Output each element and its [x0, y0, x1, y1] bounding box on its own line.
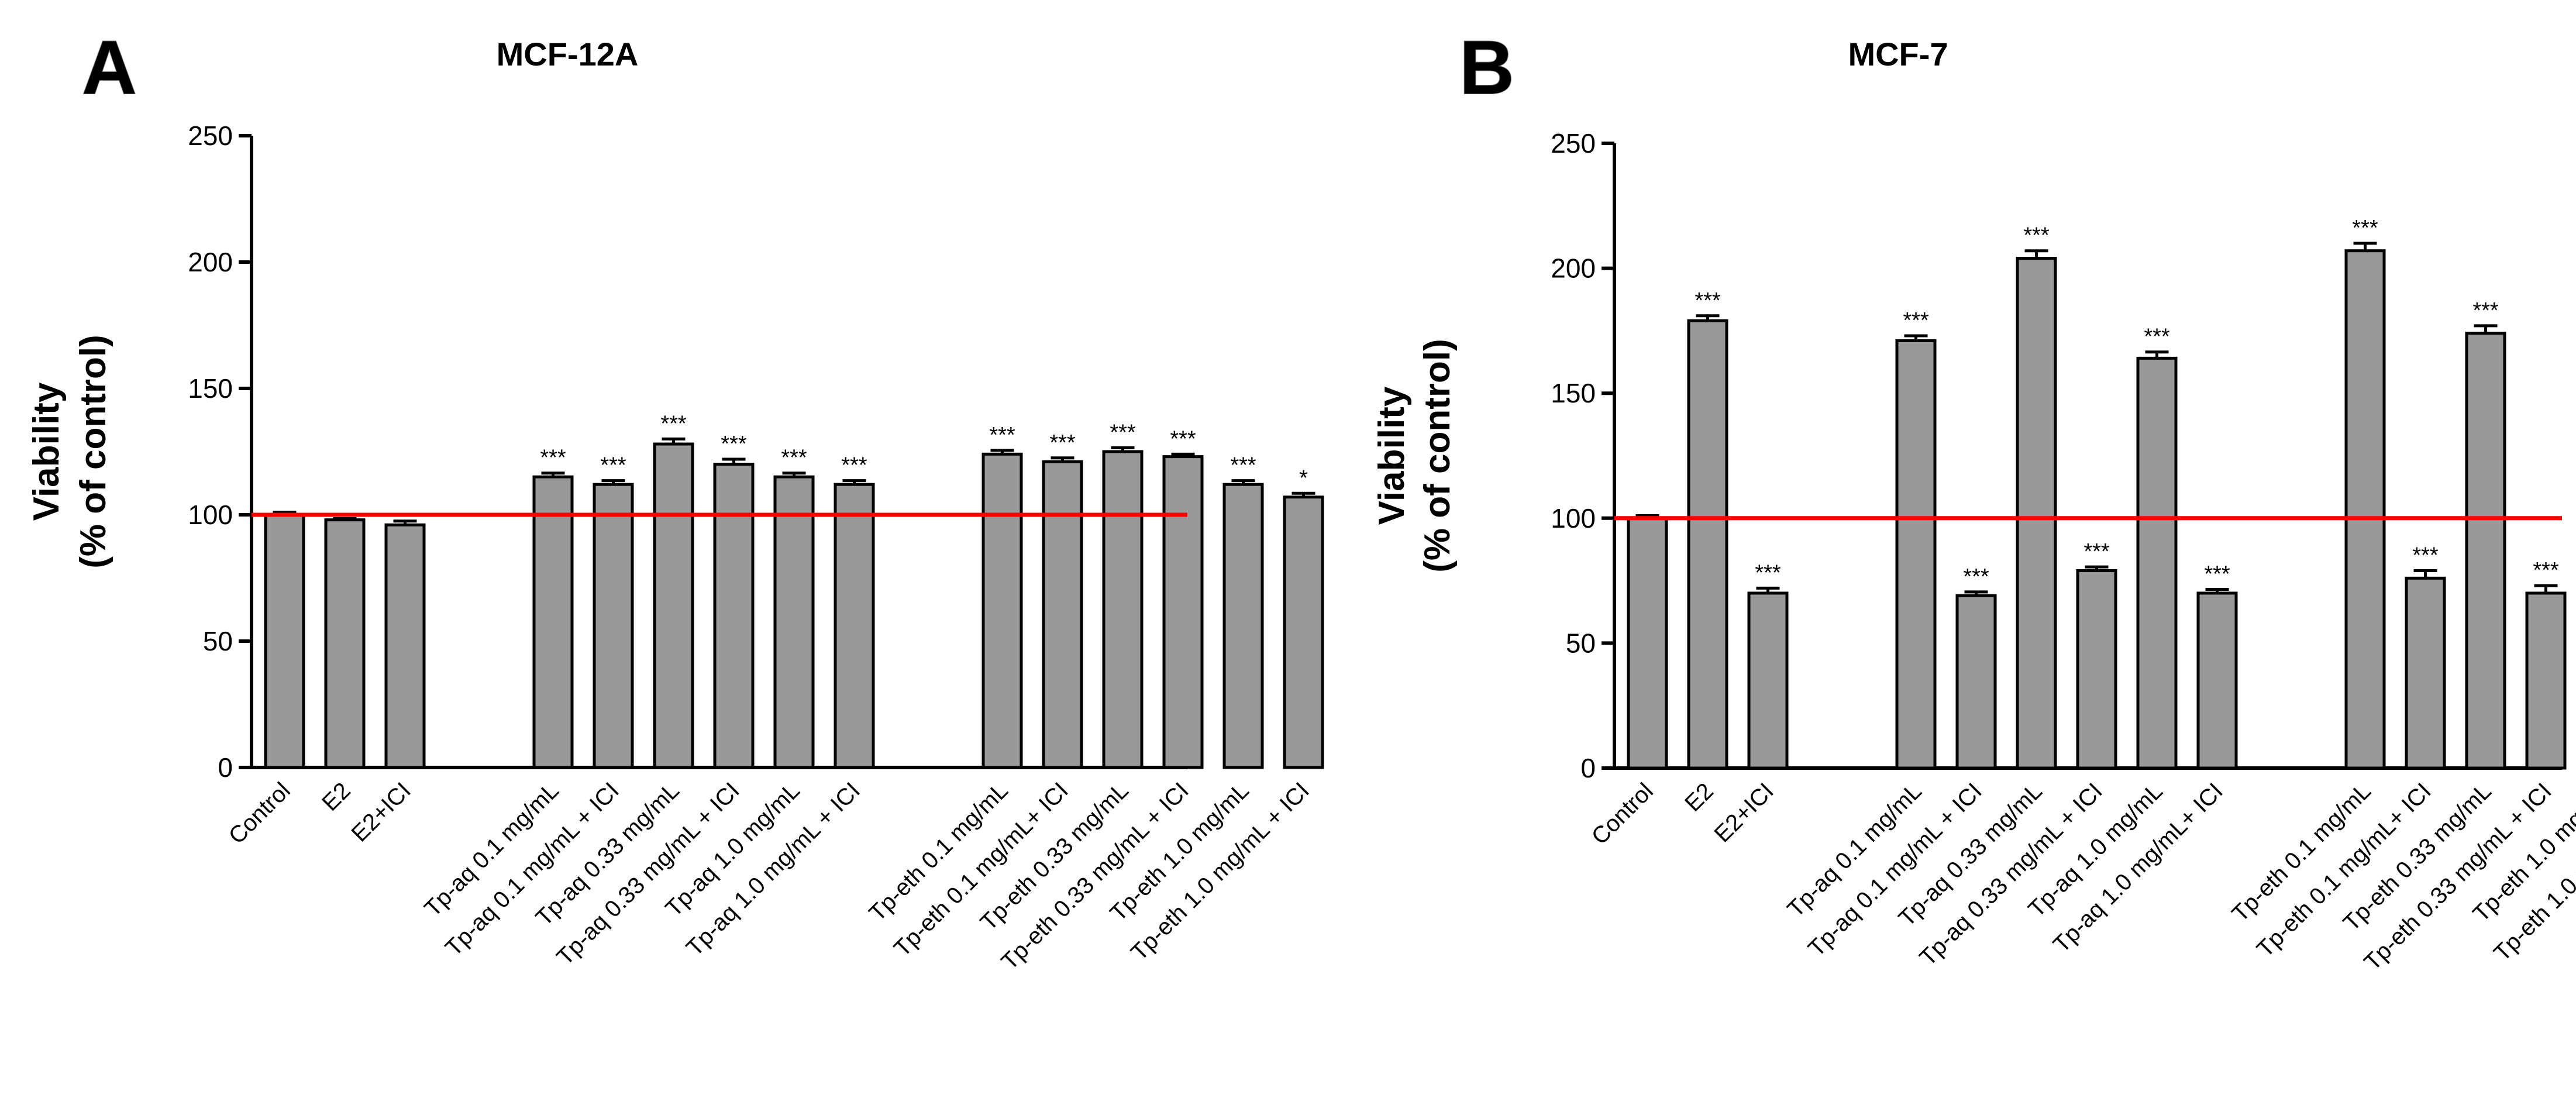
- significance-label: ***: [1049, 431, 1076, 455]
- significance-label: ***: [2352, 216, 2378, 240]
- y-tick-label: 150: [1551, 378, 1596, 408]
- significance-label: ***: [841, 453, 867, 478]
- bar: [593, 483, 634, 769]
- bar: [1955, 594, 1997, 770]
- y-tick-label: 200: [1551, 253, 1596, 284]
- significance-label: ***: [2023, 223, 2050, 248]
- y-tick-label: 50: [1566, 628, 1596, 658]
- bar: [982, 452, 1023, 769]
- significance-label: ***: [660, 411, 687, 436]
- bar: [2405, 576, 2446, 770]
- bar: [532, 475, 574, 769]
- significance-label: ***: [2144, 325, 2170, 349]
- y-tick-label: 150: [188, 373, 233, 404]
- y-tick-label: 0: [1580, 753, 1596, 783]
- bar: [1102, 450, 1144, 769]
- bar: [1895, 339, 1937, 770]
- chart-panel-b: B MCF-7 Viability (% of control) 0 50 100 150 20…: [1372, 24, 2576, 976]
- x-tick-label: E2+ICI: [346, 777, 415, 846]
- bar: [1747, 591, 1789, 770]
- bar: [1162, 455, 1204, 769]
- y-tick-label: 250: [1551, 128, 1596, 159]
- bar: [773, 475, 815, 769]
- significance-label: ***: [1755, 560, 1781, 585]
- bar: [2076, 569, 2117, 770]
- x-tick-label: E2+ICI: [1709, 778, 1778, 847]
- bar: [1283, 495, 1324, 769]
- panel-letter: A: [82, 25, 137, 110]
- panel-letter: B: [1459, 25, 1514, 110]
- y-tick-label: 200: [188, 247, 233, 277]
- significance-label: ***: [600, 453, 626, 478]
- bar: [1042, 460, 1083, 769]
- bar: [713, 463, 755, 769]
- significance-label: *: [1299, 466, 1308, 490]
- significance-label: ***: [1963, 565, 1989, 589]
- y-axis-label: Viability: [1372, 386, 1412, 525]
- chart-title: MCF-7: [1848, 36, 1948, 73]
- significance-label: ***: [540, 446, 566, 470]
- bar: [264, 513, 305, 769]
- chart-title: MCF-12A: [497, 36, 639, 73]
- x-tick-label: E2: [1680, 778, 1719, 817]
- y-tick-label: 50: [203, 626, 233, 656]
- significance-label: ***: [721, 432, 747, 456]
- y-axis-label-units: (% of control): [1417, 339, 1458, 573]
- significance-label: ***: [781, 446, 807, 470]
- significance-label: ***: [1903, 308, 1929, 333]
- bar: [2196, 591, 2238, 770]
- bar: [1222, 483, 1264, 769]
- significance-label: ***: [1230, 453, 1256, 478]
- bar: [2136, 356, 2178, 770]
- significance-label: ***: [1695, 288, 1721, 313]
- y-tick-label: 100: [188, 500, 233, 530]
- bar: [1627, 517, 1668, 770]
- significance-label: ***: [1170, 426, 1196, 451]
- bar: [653, 442, 694, 769]
- bar: [2344, 249, 2386, 770]
- chart-panel-a: A MCF-12A Viability (% of control) 0 50 100 150…: [26, 24, 1324, 975]
- x-tick-label: E2: [317, 777, 356, 816]
- significance-label: ***: [2472, 298, 2499, 323]
- bar: [2525, 591, 2567, 770]
- y-tick-label: 100: [1551, 503, 1596, 533]
- x-tick-label: Control: [1587, 778, 1658, 849]
- bar: [834, 483, 875, 769]
- x-tick-label: Control: [224, 777, 295, 849]
- bar: [1687, 319, 1728, 770]
- significance-label: ***: [2204, 562, 2230, 587]
- bar: [2465, 332, 2506, 770]
- bar: [384, 523, 426, 769]
- y-tick-label: 0: [218, 752, 233, 783]
- y-axis-label-units: (% of control): [73, 335, 113, 569]
- significance-label: ***: [2533, 558, 2559, 583]
- significance-label: ***: [2083, 539, 2110, 564]
- significance-label: ***: [1110, 421, 1136, 445]
- bar: [2016, 257, 2057, 770]
- y-axis-label: Viability: [26, 382, 67, 521]
- bar: [324, 518, 366, 769]
- significance-label: ***: [2412, 543, 2439, 568]
- significance-label: ***: [989, 423, 1015, 448]
- y-tick-label: 250: [188, 121, 233, 151]
